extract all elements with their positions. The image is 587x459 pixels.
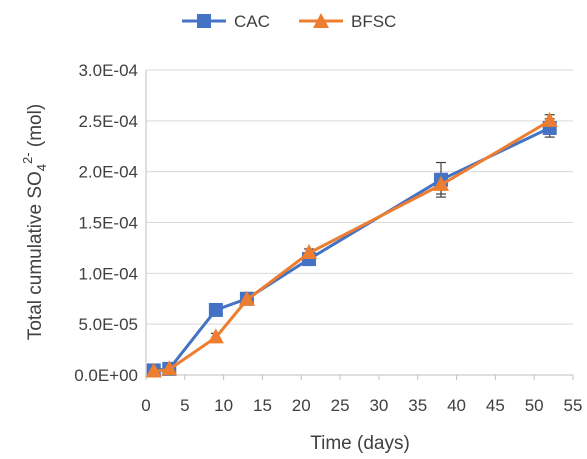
x-tick-label: 45 — [486, 396, 505, 415]
legend-label-cac: CAC — [234, 12, 270, 31]
data-point-bfsc — [161, 360, 178, 376]
x-axis-title: Time (days) — [310, 433, 410, 454]
y-tick-label: 2.5E-04 — [78, 112, 138, 131]
x-tick-label: 30 — [369, 396, 388, 415]
axes — [145, 70, 574, 380]
x-tick-label: 20 — [292, 396, 311, 415]
y-tick-label: 3.0E-04 — [78, 61, 138, 80]
legend-item-bfsc: BFSC — [299, 12, 396, 31]
data-point-bfsc — [541, 111, 558, 127]
data-point-bfsc — [145, 362, 162, 378]
x-tick-label: 25 — [331, 396, 350, 415]
data-point-cac — [208, 302, 223, 317]
x-tick-labels: 0 5 10 15 20 25 30 35 40 45 50 55 — [141, 396, 582, 415]
y-tick-label: 2.0E-04 — [78, 163, 138, 182]
y-tick-label: 1.0E-04 — [78, 264, 138, 283]
x-tick-label: 40 — [447, 396, 466, 415]
y-axis-title-subscript: 4 — [34, 164, 49, 171]
x-tick-label: 10 — [214, 396, 233, 415]
legend: CAC BFSC — [182, 12, 396, 31]
x-tick-label: 0 — [141, 396, 150, 415]
x-tick-label: 50 — [525, 396, 544, 415]
legend-item-cac: CAC — [182, 12, 270, 31]
legend-marker-bfsc — [313, 13, 329, 28]
y-tick-label: 0.0E+00 — [74, 366, 138, 385]
y-axis-title-superscript: 2- — [20, 152, 35, 164]
data-point-bfsc — [238, 290, 255, 306]
y-tick-labels: 0.0E+00 5.0E-05 1.0E-04 1.5E-04 2.0E-04 2.5E-… — [74, 61, 138, 385]
gridlines — [146, 69, 573, 376]
y-axis-title: Total cumulative SO42- (mol) — [20, 104, 49, 340]
data-point-bfsc — [433, 175, 450, 191]
legend-label-bfsc: BFSC — [351, 12, 396, 31]
data-point-bfsc — [207, 328, 224, 344]
x-tick-label: 5 — [180, 396, 189, 415]
x-tick-label: 15 — [253, 396, 272, 415]
x-tick-label: 55 — [564, 396, 583, 415]
y-tick-label: 1.5E-04 — [78, 214, 138, 233]
y-axis-title-main: Total cumulative SO — [25, 171, 46, 340]
x-tick-label: 35 — [408, 396, 427, 415]
legend-marker-cac — [197, 14, 211, 28]
data-point-bfsc — [301, 244, 318, 259]
y-tick-label: 5.0E-05 — [78, 315, 138, 334]
series-group — [145, 111, 558, 378]
y-axis-title-unit: (mol) — [25, 104, 46, 153]
